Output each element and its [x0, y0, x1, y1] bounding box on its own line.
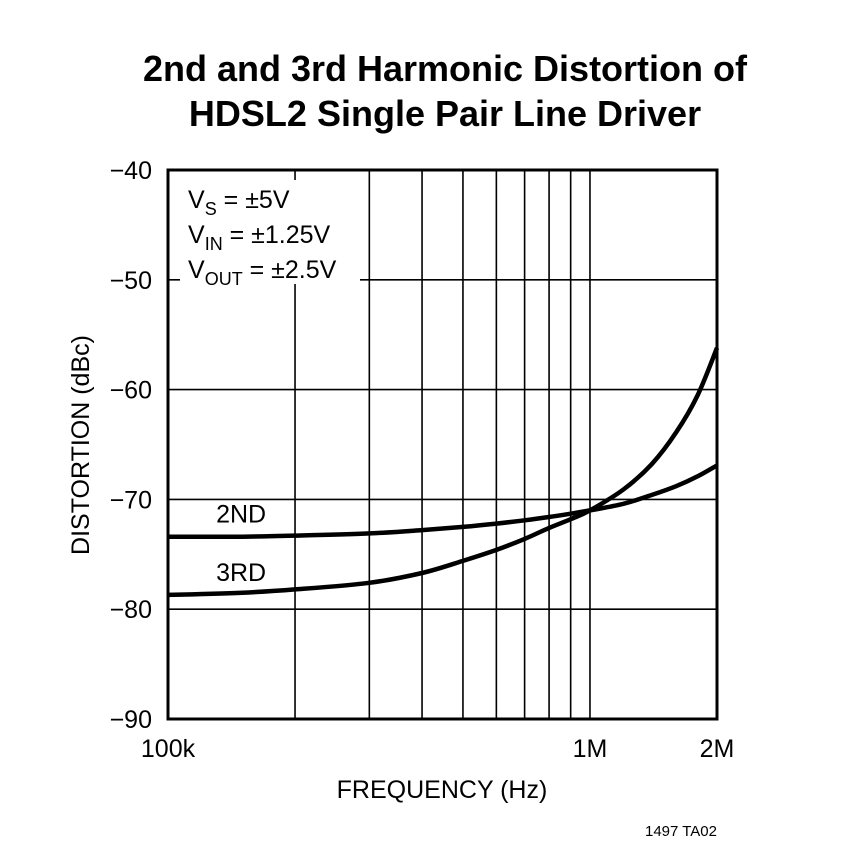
chart-subtitle: HDSL2 Single Pair Line Driver — [189, 93, 701, 134]
x-tick-label: 2M — [700, 735, 735, 763]
y-tick-label: −80 — [110, 596, 152, 624]
x-tick-label: 100k — [141, 735, 196, 763]
annotation-vout: VOUT = ±2.5V — [188, 256, 337, 289]
curves — [167, 347, 720, 598]
x-tick-label: 1M — [573, 735, 608, 763]
series-labels: 2ND 3RD — [216, 501, 266, 587]
chart-title: 2nd and 3rd Harmonic Distortion of — [143, 48, 748, 89]
grid — [168, 170, 717, 719]
y-tick-labels: −40 −50 −60 −70 −80 −90 — [110, 157, 152, 734]
y-tick-label: −90 — [110, 706, 152, 734]
plot-frame — [166, 168, 719, 721]
series-label-3rd: 3RD — [216, 559, 266, 587]
y-tick-label: −60 — [110, 377, 152, 405]
figure-code: 1497 TA02 — [645, 823, 717, 840]
series-line-3rd — [167, 347, 720, 598]
annotation-vs: VS = ±5V — [188, 186, 290, 219]
y-tick-label: −50 — [110, 267, 152, 295]
conditions-box — [180, 180, 360, 284]
y-tick-label: −40 — [110, 157, 152, 185]
series-line-2nd — [167, 463, 719, 540]
x-tick-labels: 100k 1M 2M — [141, 735, 734, 763]
annotation-vin: VIN = ±1.25V — [188, 221, 331, 254]
y-tick-label: −70 — [110, 486, 152, 514]
y-axis-label: DISTORTION (dBc) — [67, 335, 95, 555]
x-axis-label: FREQUENCY (Hz) — [337, 776, 548, 804]
series-label-2nd: 2ND — [216, 501, 266, 529]
